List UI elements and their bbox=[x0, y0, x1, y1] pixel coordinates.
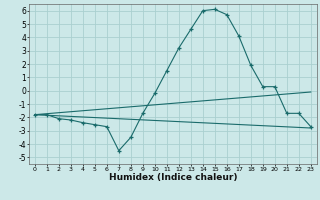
X-axis label: Humidex (Indice chaleur): Humidex (Indice chaleur) bbox=[108, 173, 237, 182]
